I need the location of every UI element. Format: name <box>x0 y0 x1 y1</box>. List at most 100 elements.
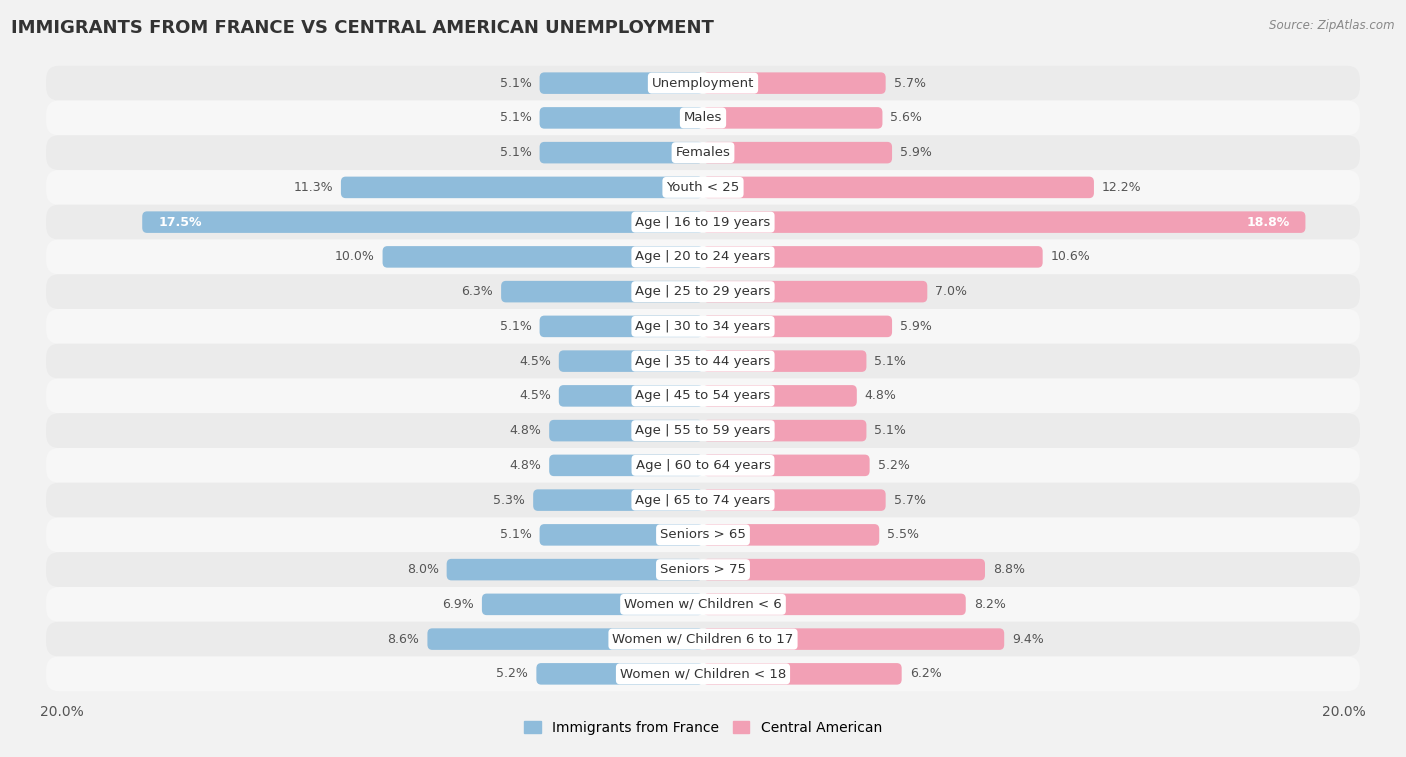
Text: 5.5%: 5.5% <box>887 528 920 541</box>
Text: 18.8%: 18.8% <box>1246 216 1289 229</box>
FancyBboxPatch shape <box>540 524 703 546</box>
Text: IMMIGRANTS FROM FRANCE VS CENTRAL AMERICAN UNEMPLOYMENT: IMMIGRANTS FROM FRANCE VS CENTRAL AMERIC… <box>11 19 714 37</box>
Text: 5.1%: 5.1% <box>875 354 907 368</box>
FancyBboxPatch shape <box>703 559 986 581</box>
Text: 5.1%: 5.1% <box>499 76 531 89</box>
Text: Age | 20 to 24 years: Age | 20 to 24 years <box>636 251 770 263</box>
Text: Women w/ Children < 18: Women w/ Children < 18 <box>620 668 786 681</box>
FancyBboxPatch shape <box>482 593 703 615</box>
Text: Age | 65 to 74 years: Age | 65 to 74 years <box>636 494 770 506</box>
Text: 4.8%: 4.8% <box>509 424 541 437</box>
Text: Source: ZipAtlas.com: Source: ZipAtlas.com <box>1270 19 1395 32</box>
Text: Youth < 25: Youth < 25 <box>666 181 740 194</box>
FancyBboxPatch shape <box>703 73 886 94</box>
Text: 5.1%: 5.1% <box>499 111 531 124</box>
Text: 8.0%: 8.0% <box>406 563 439 576</box>
FancyBboxPatch shape <box>46 621 1360 656</box>
FancyBboxPatch shape <box>46 66 1360 101</box>
FancyBboxPatch shape <box>46 518 1360 553</box>
Text: 5.9%: 5.9% <box>900 320 932 333</box>
Text: 9.4%: 9.4% <box>1012 633 1045 646</box>
FancyBboxPatch shape <box>46 309 1360 344</box>
Text: 10.0%: 10.0% <box>335 251 374 263</box>
FancyBboxPatch shape <box>382 246 703 268</box>
FancyBboxPatch shape <box>540 73 703 94</box>
Text: 6.3%: 6.3% <box>461 285 494 298</box>
Text: 5.1%: 5.1% <box>499 320 531 333</box>
Text: 6.9%: 6.9% <box>441 598 474 611</box>
Text: Age | 30 to 34 years: Age | 30 to 34 years <box>636 320 770 333</box>
FancyBboxPatch shape <box>703 628 1004 650</box>
FancyBboxPatch shape <box>142 211 703 233</box>
FancyBboxPatch shape <box>703 420 866 441</box>
FancyBboxPatch shape <box>46 136 1360 170</box>
FancyBboxPatch shape <box>536 663 703 684</box>
Text: 5.2%: 5.2% <box>877 459 910 472</box>
FancyBboxPatch shape <box>540 316 703 337</box>
Text: 5.7%: 5.7% <box>894 494 925 506</box>
FancyBboxPatch shape <box>46 170 1360 204</box>
FancyBboxPatch shape <box>558 385 703 407</box>
FancyBboxPatch shape <box>703 281 928 302</box>
Text: Women w/ Children < 6: Women w/ Children < 6 <box>624 598 782 611</box>
FancyBboxPatch shape <box>540 142 703 164</box>
Text: 5.9%: 5.9% <box>900 146 932 159</box>
FancyBboxPatch shape <box>46 378 1360 413</box>
FancyBboxPatch shape <box>703 524 879 546</box>
Text: 5.1%: 5.1% <box>499 146 531 159</box>
Text: 10.6%: 10.6% <box>1050 251 1091 263</box>
FancyBboxPatch shape <box>703 350 866 372</box>
Text: 17.5%: 17.5% <box>159 216 201 229</box>
FancyBboxPatch shape <box>46 239 1360 274</box>
Text: Age | 25 to 29 years: Age | 25 to 29 years <box>636 285 770 298</box>
Text: 8.2%: 8.2% <box>974 598 1005 611</box>
Text: 5.6%: 5.6% <box>890 111 922 124</box>
Text: 4.5%: 4.5% <box>519 354 551 368</box>
Text: 11.3%: 11.3% <box>294 181 333 194</box>
FancyBboxPatch shape <box>340 176 703 198</box>
FancyBboxPatch shape <box>703 107 883 129</box>
FancyBboxPatch shape <box>703 211 1305 233</box>
Text: 8.6%: 8.6% <box>388 633 419 646</box>
FancyBboxPatch shape <box>46 413 1360 448</box>
FancyBboxPatch shape <box>703 316 891 337</box>
FancyBboxPatch shape <box>558 350 703 372</box>
FancyBboxPatch shape <box>46 101 1360 136</box>
Text: 7.0%: 7.0% <box>935 285 967 298</box>
FancyBboxPatch shape <box>46 656 1360 691</box>
Text: 5.7%: 5.7% <box>894 76 925 89</box>
Text: Age | 45 to 54 years: Age | 45 to 54 years <box>636 389 770 403</box>
Legend: Immigrants from France, Central American: Immigrants from France, Central American <box>519 715 887 740</box>
Text: Unemployment: Unemployment <box>652 76 754 89</box>
FancyBboxPatch shape <box>46 483 1360 518</box>
Text: 5.2%: 5.2% <box>496 668 529 681</box>
FancyBboxPatch shape <box>550 420 703 441</box>
Text: Age | 16 to 19 years: Age | 16 to 19 years <box>636 216 770 229</box>
Text: 4.8%: 4.8% <box>865 389 897 403</box>
FancyBboxPatch shape <box>46 448 1360 483</box>
FancyBboxPatch shape <box>540 107 703 129</box>
FancyBboxPatch shape <box>533 489 703 511</box>
FancyBboxPatch shape <box>46 274 1360 309</box>
Text: Women w/ Children 6 to 17: Women w/ Children 6 to 17 <box>613 633 793 646</box>
FancyBboxPatch shape <box>46 344 1360 378</box>
FancyBboxPatch shape <box>501 281 703 302</box>
FancyBboxPatch shape <box>703 385 856 407</box>
Text: 4.8%: 4.8% <box>509 459 541 472</box>
FancyBboxPatch shape <box>703 176 1094 198</box>
Text: Females: Females <box>675 146 731 159</box>
Text: 5.3%: 5.3% <box>494 494 526 506</box>
Text: 12.2%: 12.2% <box>1102 181 1142 194</box>
Text: 8.8%: 8.8% <box>993 563 1025 576</box>
FancyBboxPatch shape <box>427 628 703 650</box>
FancyBboxPatch shape <box>703 489 886 511</box>
FancyBboxPatch shape <box>46 553 1360 587</box>
Text: Age | 55 to 59 years: Age | 55 to 59 years <box>636 424 770 437</box>
FancyBboxPatch shape <box>703 246 1043 268</box>
FancyBboxPatch shape <box>703 142 891 164</box>
Text: Males: Males <box>683 111 723 124</box>
Text: Seniors > 65: Seniors > 65 <box>659 528 747 541</box>
FancyBboxPatch shape <box>447 559 703 581</box>
FancyBboxPatch shape <box>46 204 1360 239</box>
Text: 6.2%: 6.2% <box>910 668 942 681</box>
